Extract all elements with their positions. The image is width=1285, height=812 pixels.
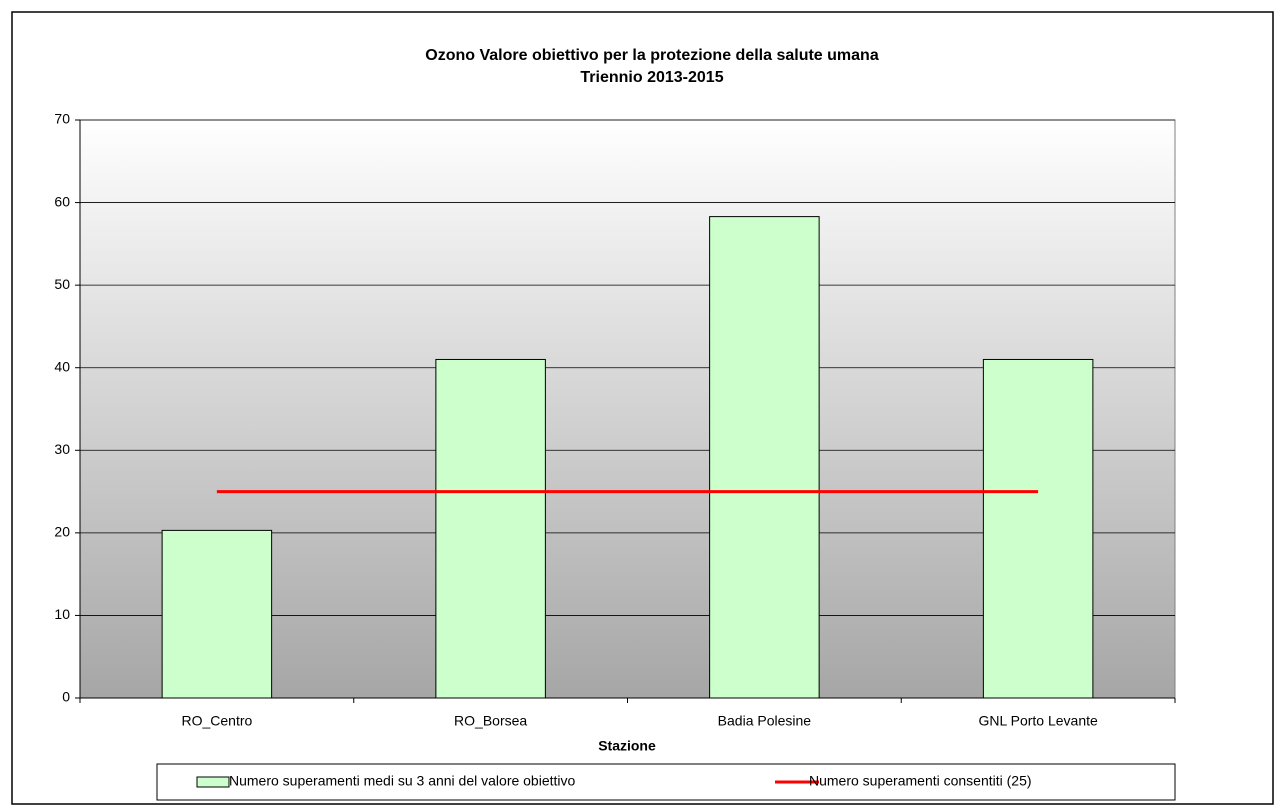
x-tick-label: GNL Porto Levante bbox=[978, 713, 1098, 729]
bar bbox=[161, 529, 273, 699]
bar bbox=[435, 358, 546, 699]
chart-title: Ozono Valore obiettivo per la protezione… bbox=[425, 47, 879, 64]
y-tick-label: 20 bbox=[54, 524, 70, 540]
bar bbox=[709, 216, 820, 699]
x-tick-label: RO_Borsea bbox=[454, 713, 527, 729]
y-tick-label: 0 bbox=[62, 689, 70, 705]
x-tick-label: Badia Polesine bbox=[718, 713, 812, 729]
legend-swatch bbox=[196, 776, 230, 788]
y-tick-label: 30 bbox=[54, 441, 70, 457]
chart-subtitle: Triennio 2013-2015 bbox=[580, 69, 723, 86]
legend-label: Numero superamenti consentiti (25) bbox=[809, 773, 1032, 789]
y-tick-label: 10 bbox=[54, 606, 70, 622]
legend bbox=[156, 763, 1176, 801]
y-tick-label: 40 bbox=[54, 358, 70, 374]
y-tick-label: 50 bbox=[54, 276, 70, 292]
x-axis-label: Stazione bbox=[598, 738, 656, 754]
x-tick-label: RO_Centro bbox=[181, 713, 252, 729]
legend-label: Numero superamenti medi su 3 anni del va… bbox=[229, 773, 576, 789]
y-tick-label: 60 bbox=[54, 193, 70, 209]
y-tick-label: 70 bbox=[54, 111, 70, 127]
bar bbox=[982, 358, 1094, 699]
